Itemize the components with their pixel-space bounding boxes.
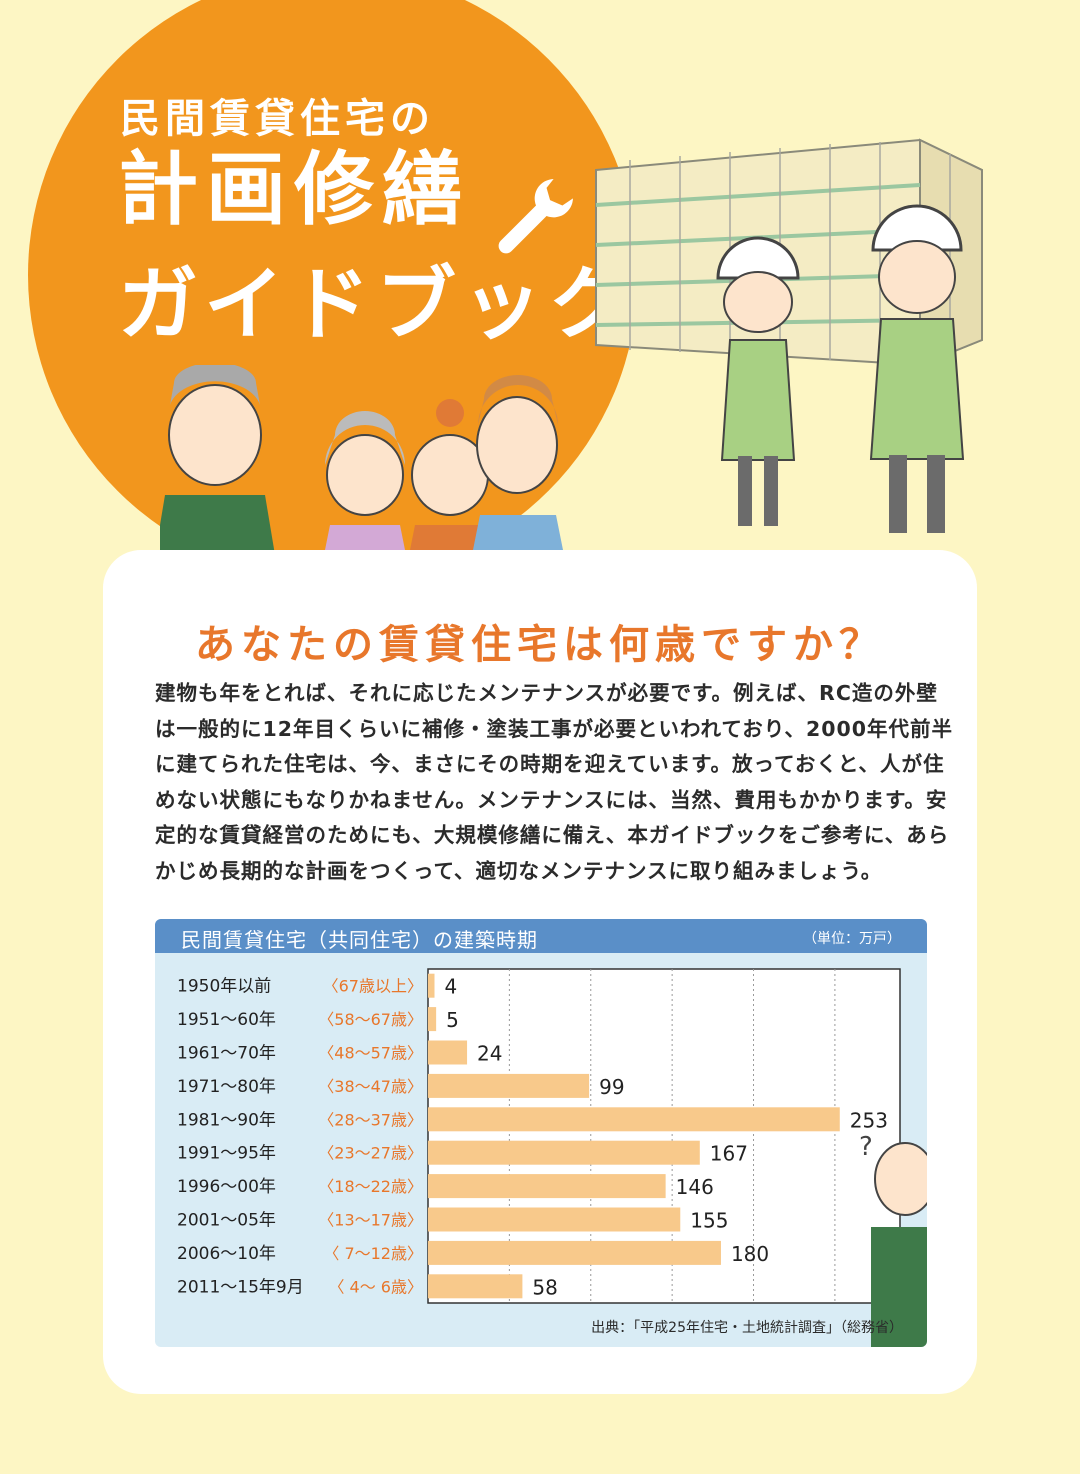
thinking-man-illustration: ? [859,1132,927,1347]
bar [428,1140,700,1165]
content-card: あなたの賃貸住宅は何歳ですか？ 建物も年をとれば、それに応じたメンテナンスが必要… [103,550,977,1394]
value-label: 155 [690,1209,728,1233]
category-label: 1961〜70年 [177,1044,276,1064]
female-worker-illustration [716,236,800,526]
bar-chart: 1950年以前 〈67歳以上〉 4 1951〜60年 〈58〜67歳〉 5 1961〜70年… [177,968,901,1304]
category-label: 2001〜05年 [177,1211,276,1231]
bar [428,1207,681,1232]
age-label: 〈 4〜 6歳〉 [328,1277,423,1296]
age-label: 〈 7〜12歳〉 [323,1244,423,1263]
value-label: 4 [445,975,458,999]
bar [428,1073,590,1098]
bar [428,973,435,998]
category-label: 1981〜90年 [177,1110,276,1130]
value-label: 5 [446,1008,459,1032]
value-label: 253 [850,1108,888,1132]
chart-panel: 民間賃貸住宅（共同住宅）の建築時期 （単位：万戸） 1950年以前 〈67歳以上〉… [155,919,927,1347]
bar [428,1007,437,1032]
age-label: 〈18〜22歳〉 [318,1177,423,1196]
age-label: 〈13〜17歳〉 [318,1211,423,1230]
bar [428,1240,721,1265]
category-label: 1950年以前 [177,977,271,997]
bar [428,1040,468,1065]
category-label: 1991〜95年 [177,1144,276,1164]
section-heading: あなたの賃貸住宅は何歳ですか？ [195,622,885,668]
title-sub: ガイドブック [118,258,634,351]
value-label: 146 [676,1175,714,1199]
bar [428,1174,666,1199]
wrench-icon [498,179,573,254]
value-label: 99 [599,1075,624,1099]
age-label: 〈58〜67歳〉 [318,1010,423,1029]
chart-source: 出典：「平成25年住宅・土地統計調査」（総務省） [591,1320,903,1336]
chart-unit: （単位：万戸） [803,931,901,947]
svg-text:?: ? [859,1132,873,1162]
male-worker-illustration [869,204,965,533]
title-main: 計画修繕 [118,143,470,236]
title-small: 民間賃貸住宅の [120,96,435,142]
age-label: 〈67歳以上〉 [323,977,423,996]
intro-paragraph: 建物も年をとれば、それに応じたメンテナンスが必要です。例えば、RC造の外壁は一般… [155,681,954,883]
age-label: 〈28〜37歳〉 [318,1110,423,1129]
value-label: 180 [731,1242,769,1266]
value-label: 58 [532,1275,557,1299]
category-label: 2011〜15年9月 [177,1277,304,1297]
value-label: 24 [477,1042,502,1066]
category-label: 1951〜60年 [177,1010,276,1030]
category-label: 1971〜80年 [177,1077,276,1097]
bar [428,1274,523,1299]
category-label: 1996〜00年 [177,1177,276,1197]
value-label: 167 [710,1142,748,1166]
age-label: 〈38〜47歳〉 [318,1077,423,1096]
age-label: 〈23〜27歳〉 [318,1144,423,1163]
age-label: 〈48〜57歳〉 [318,1044,423,1063]
bar [428,1107,840,1132]
category-label: 2006〜10年 [177,1244,276,1264]
family-illustration [160,365,564,555]
chart-header: 民間賃貸住宅（共同住宅）の建築時期 （単位：万戸） [155,919,927,953]
chart-title: 民間賃貸住宅（共同住宅）の建築時期 [181,928,538,952]
